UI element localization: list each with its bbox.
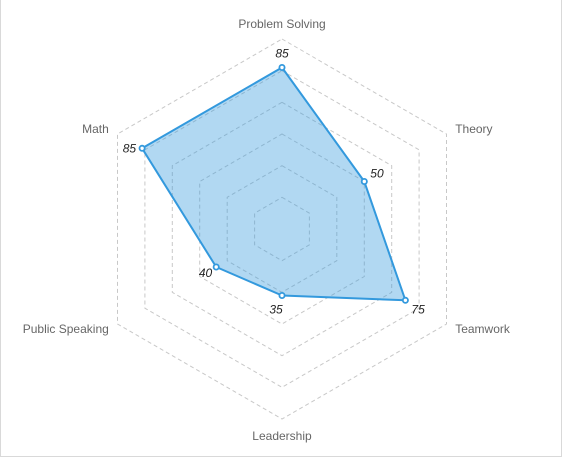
value-label-theory: 50 bbox=[370, 167, 384, 181]
axis-label-problem-solving: Problem Solving bbox=[238, 17, 325, 31]
grid-ring-1 bbox=[254, 196, 310, 262]
value-label-public-speaking: 40 bbox=[199, 266, 213, 280]
data-point-leadership bbox=[278, 291, 286, 299]
grid-ring-4 bbox=[171, 101, 393, 357]
data-point-theory bbox=[360, 177, 368, 185]
radar-value-labels: 85 50 75 35 40 85 bbox=[123, 47, 425, 317]
data-point-math bbox=[138, 144, 146, 152]
value-label-problem-solving: 85 bbox=[275, 47, 289, 61]
value-label-teamwork: 75 bbox=[411, 302, 425, 316]
axis-label-leadership: Leadership bbox=[252, 429, 312, 443]
axis-label-public-speaking: Public Speaking bbox=[23, 322, 109, 336]
radar-series bbox=[138, 64, 409, 304]
value-label-math: 85 bbox=[123, 141, 137, 155]
data-point-problem-solving bbox=[278, 64, 286, 72]
radar-axis-labels: Problem Solving Theory Teamwork Leadership P… bbox=[23, 17, 511, 443]
axis-label-theory: Theory bbox=[455, 122, 492, 136]
data-point-public-speaking bbox=[212, 263, 220, 271]
data-point-teamwork bbox=[401, 296, 409, 304]
value-label-leadership: 35 bbox=[269, 303, 283, 317]
axis-label-math: Math bbox=[82, 122, 109, 136]
grid-ring-6 bbox=[117, 38, 447, 420]
axis-label-teamwork: Teamwork bbox=[455, 322, 511, 336]
